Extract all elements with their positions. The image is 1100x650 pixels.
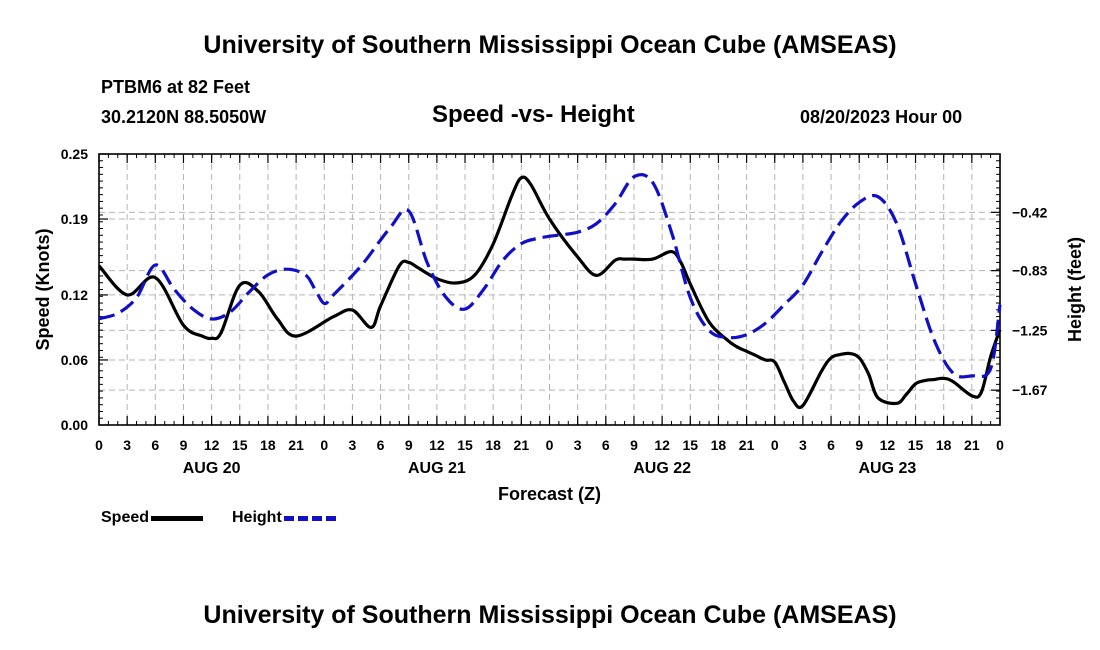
x-tick-label: 9: [855, 437, 863, 453]
x-tick-label: 0: [546, 437, 554, 453]
x-tick-label: 12: [204, 437, 220, 453]
x-tick-label: 21: [739, 437, 755, 453]
x-tick-label: 0: [320, 437, 328, 453]
x-tick-label: 3: [123, 437, 131, 453]
legend-height-swatch: [283, 515, 336, 521]
x-tick-label: 3: [799, 437, 807, 453]
plot-frame: [98, 153, 1001, 426]
y-left-tick-label: 0.06: [61, 352, 88, 368]
date-label: AUG 22: [633, 460, 691, 477]
legend-height-label: Height: [232, 509, 282, 526]
x-tick-label: 18: [936, 437, 952, 453]
station-coordinates: 30.2120N 88.5050W: [101, 107, 267, 127]
x-axis-title: Forecast (Z): [498, 484, 601, 504]
x-tick-label: 0: [95, 437, 103, 453]
x-tick-label: 9: [630, 437, 638, 453]
x-tick-label: 15: [908, 437, 924, 453]
x-tick-label: 12: [429, 437, 445, 453]
y-right-tick-label: −0.83: [1012, 263, 1048, 279]
y-right-tick-label: −1.25: [1012, 322, 1048, 338]
x-tick-label: 3: [574, 437, 582, 453]
station-name: PTBM6 at 82 Feet: [101, 77, 251, 97]
x-tick-label: 6: [602, 437, 610, 453]
forecast-date: 08/20/2023 Hour 00: [800, 107, 963, 127]
x-tick-label: 18: [711, 437, 727, 453]
x-tick-label: 0: [771, 437, 779, 453]
date-label: AUG 20: [183, 460, 241, 477]
chart-subtitle: Speed -vs- Height: [432, 101, 635, 128]
legend-speed-swatch: [151, 515, 204, 521]
x-tick-label: 21: [514, 437, 530, 453]
x-tick-label: 6: [377, 437, 385, 453]
x-tick-label: 6: [151, 437, 159, 453]
date-label: AUG 21: [408, 460, 466, 477]
x-tick-label: 15: [232, 437, 248, 453]
x-tick-label: 3: [349, 437, 357, 453]
x-tick-label: 15: [682, 437, 698, 453]
x-tick-label: 9: [405, 437, 413, 453]
y-left-tick-label: 0.25: [61, 146, 88, 162]
y-left-tick-label: 0.00: [61, 417, 88, 433]
y-right-axis-title: Height (feet): [1065, 237, 1085, 342]
x-tick-label: 18: [260, 437, 276, 453]
x-tick-label: 21: [288, 437, 304, 453]
x-tick-label: 9: [180, 437, 188, 453]
legend-speed-label: Speed: [101, 509, 150, 526]
x-tick-label: 12: [654, 437, 670, 453]
x-tick-label: 0: [996, 437, 1004, 453]
legend-height: Height: [232, 509, 336, 527]
date-label: AUG 23: [858, 460, 916, 477]
chart-title-bottom: University of Southern Mississippi Ocean…: [203, 601, 897, 629]
y-right-tick-label: −0.42: [1012, 204, 1048, 220]
series-line-speed: [97, 175, 1002, 410]
x-tick-label: 21: [964, 437, 980, 453]
chart-title-top: University of Southern Mississippi Ocean…: [203, 31, 897, 59]
x-tick-label: 15: [457, 437, 473, 453]
y-right-tick-label: −1.67: [1012, 382, 1048, 398]
x-tick-label: 18: [485, 437, 501, 453]
x-tick-label: 12: [880, 437, 896, 453]
legend-speed: Speed: [101, 509, 204, 527]
y-left-tick-label: 0.12: [61, 287, 88, 303]
x-tick-label: 6: [827, 437, 835, 453]
y-left-tick-label: 0.19: [61, 211, 88, 227]
y-left-axis-title: Speed (Knots): [33, 228, 53, 350]
series-line-height: [98, 172, 1002, 379]
